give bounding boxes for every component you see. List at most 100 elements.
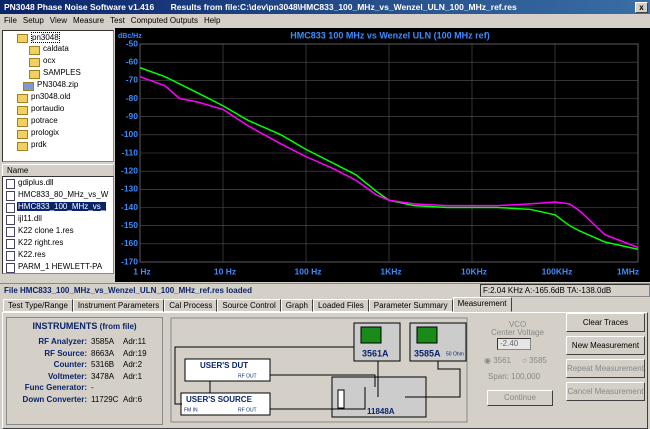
menu-bar: File Setup View Measure Test Computed Outputs…	[0, 14, 650, 28]
folder-item[interactable]: ocx	[43, 56, 56, 65]
file-item[interactable]: ijl11.dll	[18, 214, 42, 223]
instrument-name: Voltmeter:	[48, 371, 87, 381]
folder-icon	[17, 34, 28, 43]
folder-item[interactable]: prologix	[31, 128, 60, 137]
y-tick-label: -90	[126, 111, 139, 121]
action-button[interactable]: Repeat Measurement	[566, 359, 645, 378]
instrument-address: Adr:1	[123, 371, 143, 381]
file-icon	[6, 239, 15, 249]
radio-3561[interactable]: ◉ 3561	[484, 356, 511, 365]
action-button[interactable]: Cancel Measurement	[566, 382, 645, 401]
y-tick-label: -130	[121, 184, 138, 194]
continue-button[interactable]: Continue	[487, 390, 553, 406]
folder-item[interactable]: PN3048.zip	[37, 80, 79, 89]
folder-icon	[17, 118, 28, 127]
y-tick-label: -60	[126, 56, 139, 66]
source-in-label: FM IN	[184, 407, 198, 413]
file-icon	[6, 179, 15, 189]
x-tick-label: 1 Hz	[133, 266, 150, 276]
file-item[interactable]: PARM_1 HEWLETT-PA	[18, 262, 103, 271]
folder-tree: pn3048 caldata ocx SAMPLES PN3048.zip pn3048.…	[2, 30, 114, 162]
instrument-model: -	[91, 383, 94, 392]
tab[interactable]: Instrument Parameters	[72, 299, 165, 312]
tab-strip: Test Type/Range Instrument Parameters Cal …	[3, 297, 512, 312]
folder-item[interactable]: pn3048	[31, 32, 60, 43]
instrument-model: 11729C	[91, 394, 119, 404]
menu-item[interactable]: Help	[203, 16, 221, 25]
folder-item[interactable]: SAMPLES	[43, 68, 81, 77]
folder-icon	[23, 82, 34, 91]
dut-out-label: RF OUT	[238, 373, 257, 379]
trace	[139, 66, 639, 251]
menu-item[interactable]: View	[49, 16, 67, 25]
file-icon	[6, 227, 15, 237]
instrument-model: 8663A	[91, 348, 115, 358]
file-icon	[6, 215, 15, 225]
y-tick-label: -70	[126, 75, 139, 85]
analyzer2-label: 3585A	[414, 348, 441, 358]
folder-item[interactable]: pn3048.old	[31, 92, 71, 101]
y-tick-label: -120	[121, 165, 138, 175]
file-item[interactable]: K22 right.res	[18, 238, 64, 247]
tab[interactable]: Source Control	[217, 299, 281, 312]
folder-icon	[29, 58, 40, 67]
radio-3585[interactable]: ○ 3585	[522, 356, 547, 365]
menu-item[interactable]: File	[4, 16, 17, 25]
action-button[interactable]: Clear Traces	[566, 313, 645, 332]
dut-box	[184, 358, 271, 382]
file-item[interactable]: gdiplus.dll	[18, 178, 54, 187]
instrument-name: RF Source:	[44, 348, 87, 358]
chart-title: HMC833 100 MHz vs Wenzel ULN (100 MHz re…	[290, 30, 489, 40]
instrument-address: Adr:6	[123, 394, 143, 404]
setup-diagram: 3561A 3585A 50 Ohm USER'S DUT RF OUT USE…	[170, 317, 468, 423]
file-item[interactable]: HMC833_100_MHz_vs_	[17, 202, 107, 211]
file-item[interactable]: K22.res	[18, 250, 46, 259]
x-tick-label: 100KHz	[542, 266, 573, 276]
y-tick-label: -150	[121, 220, 138, 230]
status-readout: F:2.04 KHz A:-165.6dB TA:-138.0dB	[480, 284, 650, 297]
x-tick-label: 10KHz	[461, 266, 487, 276]
tab[interactable]: Measurement	[452, 297, 512, 312]
menu-item[interactable]: Computed Outputs	[130, 16, 198, 25]
file-icon	[6, 263, 15, 273]
span-label: Span: 100,000	[488, 372, 541, 381]
instruments-panel: INSTRUMENTS (from file) RF Analyzer: 3585…	[6, 317, 163, 425]
close-button[interactable]: x	[635, 2, 648, 13]
tab[interactable]: Test Type/Range	[3, 299, 73, 312]
file-item[interactable]: K22 clone 1.res	[18, 226, 74, 235]
folder-item[interactable]: prdk	[31, 140, 47, 149]
instrument-name: Func Generator:	[24, 383, 87, 392]
tab[interactable]: Graph	[280, 299, 313, 312]
source-out-label: RF OUT	[238, 407, 257, 413]
tab[interactable]: Loaded Files	[312, 299, 369, 312]
folder-item[interactable]: portaudio	[31, 104, 65, 113]
file-item[interactable]: HMC833_80_MHz_vs_W	[18, 190, 109, 199]
instrument-name: RF Analyzer:	[38, 337, 87, 346]
menu-item[interactable]: Setup	[22, 16, 44, 25]
folder-icon	[17, 94, 28, 103]
y-tick-label: -100	[121, 129, 138, 139]
radio-3561-label: 3561	[493, 356, 511, 365]
instrument-name: Down Converter:	[22, 394, 87, 404]
x-tick-label: 10 Hz	[214, 266, 236, 276]
instrument-model: 3478A	[91, 371, 115, 381]
vco-voltage-input[interactable]: -2.40	[497, 338, 531, 350]
y-tick-label: -80	[126, 93, 139, 103]
action-button[interactable]: New Measurement	[566, 336, 645, 355]
status-bar: File HMC833_100_MHz_vs_Wenzel_ULN_100_MH…	[0, 283, 650, 297]
tab[interactable]: Cal Process	[164, 299, 218, 312]
folder-item[interactable]: potrace	[31, 116, 58, 125]
y-axis-label: dBc/Hz	[118, 33, 142, 40]
vco-title: VCO	[508, 320, 527, 329]
y-tick-label: -140	[121, 202, 138, 212]
instrument-name: Counter:	[53, 360, 87, 369]
analyzer1-screen	[360, 326, 382, 344]
file-icon	[6, 203, 15, 213]
menu-item[interactable]: Test	[110, 16, 125, 25]
tab[interactable]: Parameter Summary	[368, 299, 453, 312]
folder-item[interactable]: caldata	[43, 44, 69, 53]
menu-item[interactable]: Measure	[73, 16, 105, 25]
radio-3585-label: 3585	[529, 356, 547, 365]
dut-label: USER'S DUT	[200, 361, 248, 370]
